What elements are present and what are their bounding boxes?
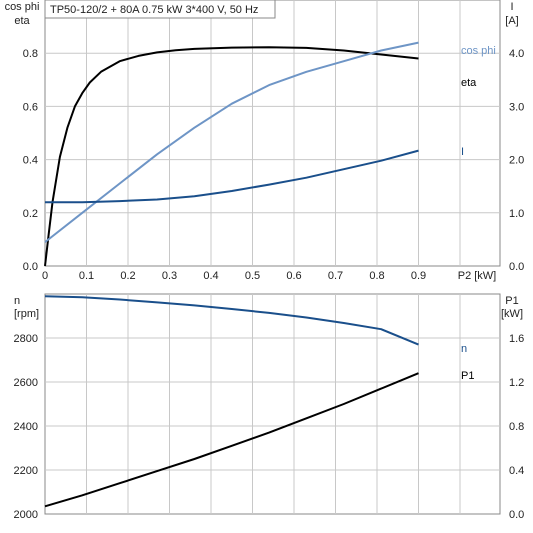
x-tick-label: 0.8 <box>369 270 384 282</box>
series-line-i <box>45 149 419 204</box>
x-tick-label: 0.9 <box>411 270 426 282</box>
x-tick-label: 0.4 <box>203 270 218 282</box>
series-line-cos-phi <box>44 41 419 243</box>
y-left-tick-label: 2200 <box>14 465 38 477</box>
series-line-n <box>44 295 419 346</box>
y-right-tick-label: 0.0 <box>509 261 524 273</box>
series-line-p1 <box>44 372 419 508</box>
y-left-tick-label: 0.8 <box>23 48 38 60</box>
series-label-cos-phi: cos phi <box>461 45 496 57</box>
left-axis-label-line1: cos phi <box>5 1 40 13</box>
series-line-eta <box>44 46 419 267</box>
right-axis-label-line1: I <box>510 1 513 13</box>
y-left-tick-label: 2600 <box>14 377 38 389</box>
x-tick-label: 0.3 <box>162 270 177 282</box>
x-tick-label: 0.5 <box>245 270 260 282</box>
x-tick-label: 0.2 <box>120 270 135 282</box>
series-label-n: n <box>461 343 467 355</box>
bottom-series: n P1 <box>44 295 474 508</box>
y-right-tick-label: 0.0 <box>509 509 524 521</box>
y-right-tick-label: 1.2 <box>509 377 524 389</box>
y-right-tick-label: 3.0 <box>509 101 524 113</box>
y-right-tick-label: 0.8 <box>509 421 524 433</box>
y-left-tick-label: 2800 <box>14 333 38 345</box>
title-box <box>44 0 276 19</box>
right-axis-label-line2: [A] <box>505 15 518 27</box>
x-tick-label: 0.1 <box>79 270 94 282</box>
x-tick-label: 0.7 <box>328 270 343 282</box>
top-panel: eta cos phi I 0.0 0.2 0.4 0.6 0.8 0.0 1.0 2.0 3.0 4… <box>5 0 525 282</box>
y-left-tick-label: 2000 <box>14 509 38 521</box>
bottom-right-axis-label-line2: [kW] <box>501 308 523 320</box>
left-axis-label-line2: eta <box>14 15 30 27</box>
series-label-i: I <box>461 146 464 158</box>
top-plot-frame <box>44 0 501 267</box>
x-axis-label: P2 [kW] <box>458 270 497 282</box>
x-tick-label: 0.6 <box>286 270 301 282</box>
y-right-tick-label: 1.0 <box>509 208 524 220</box>
series-label-eta: eta <box>461 77 477 89</box>
y-left-tick-label: 0.4 <box>23 155 38 167</box>
x-tick-label: 0 <box>42 270 48 282</box>
y-right-tick-label: 0.4 <box>509 465 524 477</box>
y-right-tick-label: 1.6 <box>509 333 524 345</box>
y-left-tick-label: 0.6 <box>23 101 38 113</box>
bottom-left-axis-label-line2: [rpm] <box>14 308 39 320</box>
bottom-plot-frame <box>44 293 501 515</box>
top-tick-labels: 0.0 0.2 0.4 0.6 0.8 0.0 1.0 2.0 3.0 4.0 0 0.1 0.2 0.3… <box>23 48 525 282</box>
bottom-left-axis-label-line1: n <box>14 295 20 307</box>
y-right-tick-label: 2.0 <box>509 155 524 167</box>
top-grid <box>45 0 500 266</box>
chart-title: TP50-120/2 + 80A 0.75 kW 3*400 V, 50 Hz <box>50 4 258 16</box>
bottom-right-axis-label-line1: P1 <box>505 295 518 307</box>
y-right-tick-label: 4.0 <box>509 48 524 60</box>
bottom-grid <box>45 294 500 514</box>
y-left-tick-label: 0.2 <box>23 208 38 220</box>
series-label-p1: P1 <box>461 370 474 382</box>
y-left-tick-label: 2400 <box>14 421 38 433</box>
top-series: eta cos phi I <box>44 41 496 267</box>
y-left-tick-label: 0.0 <box>23 261 38 273</box>
bottom-tick-labels: 2000 2200 2400 2600 2800 0.0 0.4 0.8 1.2 1.6 <box>14 333 525 521</box>
bottom-panel: nP1 200022002400260028000.00.40.81.21.6 … <box>14 293 525 521</box>
